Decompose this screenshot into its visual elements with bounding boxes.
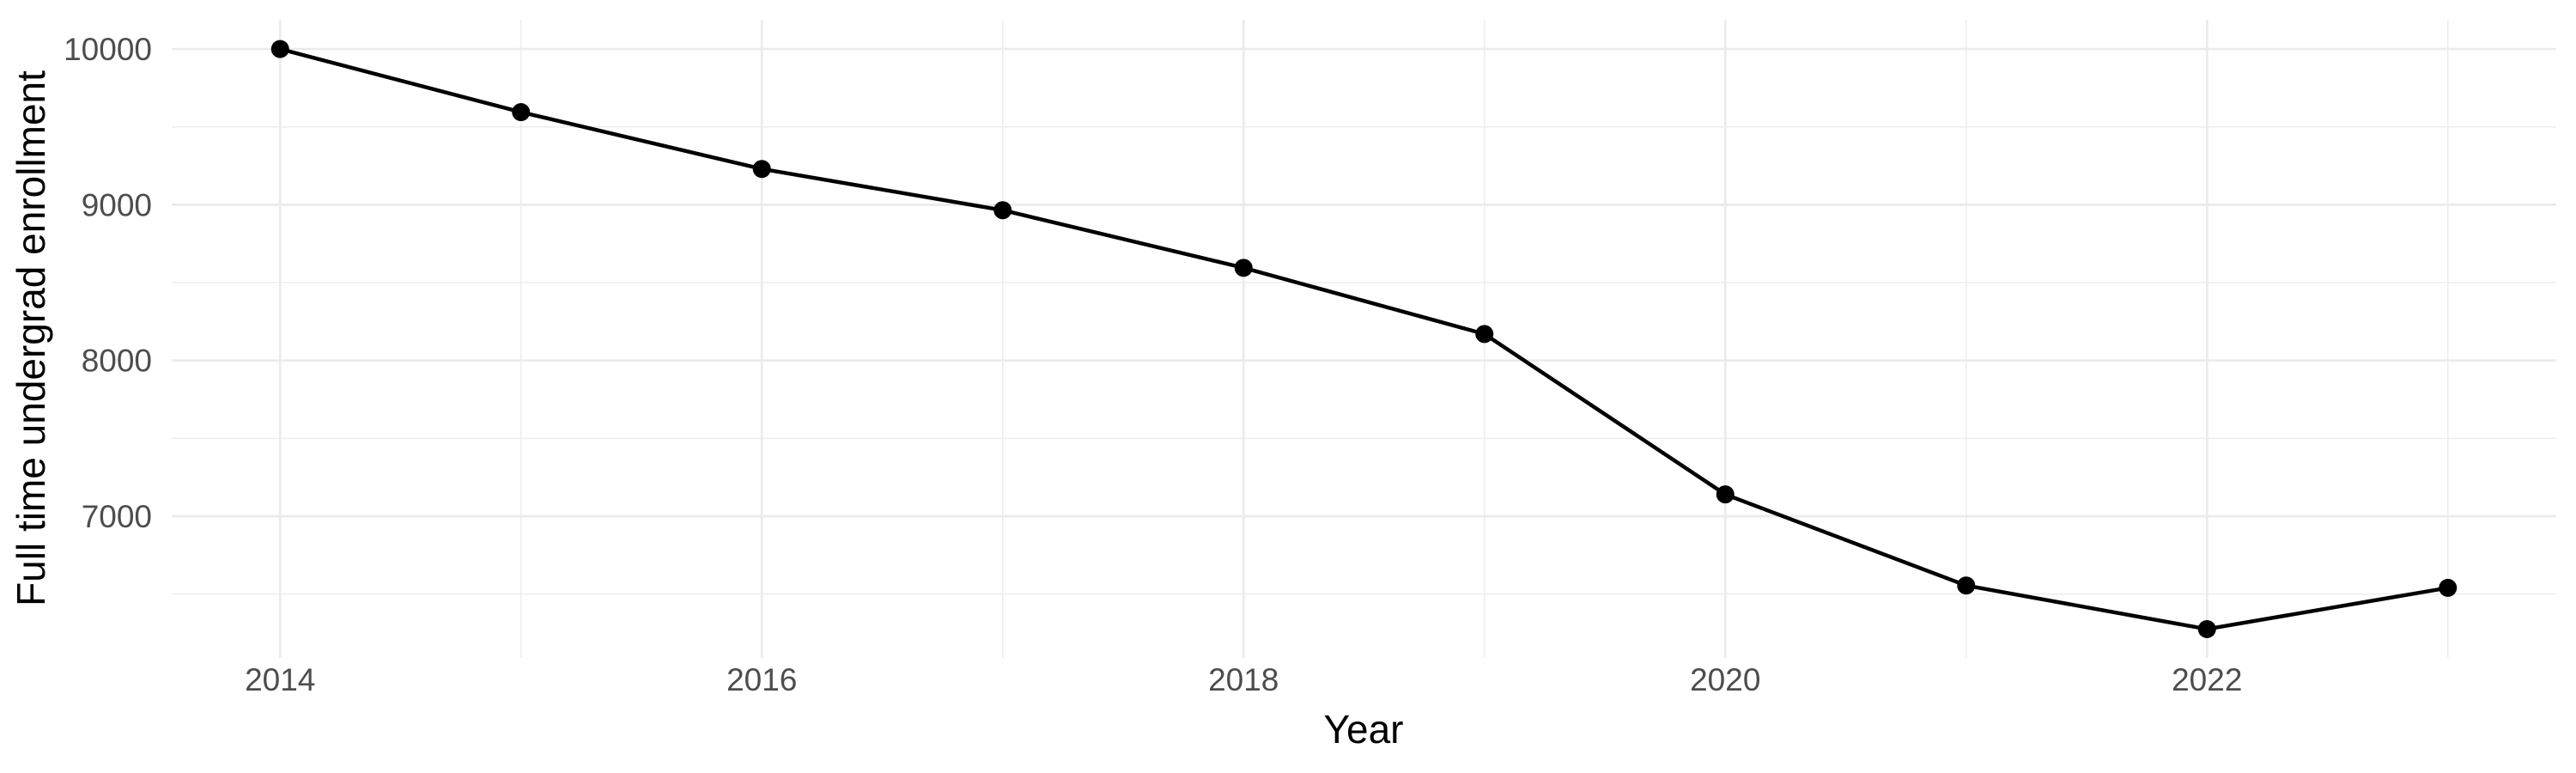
data-point — [2439, 578, 2458, 597]
x-tick-label: 2014 — [245, 662, 315, 697]
data-point — [1957, 576, 1976, 595]
x-axis-title: Year — [1323, 707, 1404, 752]
y-tick-labels: 7000 8000 9000 10000 — [64, 32, 152, 534]
major-gridlines — [172, 20, 2556, 658]
x-tick-labels: 2014 2016 2018 2020 2022 — [245, 662, 2242, 697]
x-tick-label: 2018 — [1208, 662, 1279, 697]
data-point — [2197, 619, 2216, 638]
data-point — [1234, 259, 1253, 277]
data-point — [1716, 485, 1735, 504]
y-tick-label: 7000 — [82, 499, 152, 534]
data-point — [993, 201, 1012, 220]
y-tick-label: 10000 — [64, 32, 152, 67]
y-tick-label: 9000 — [82, 187, 152, 222]
x-tick-label: 2022 — [2172, 662, 2242, 697]
y-axis-title: Full time undergrad enrollment — [9, 70, 53, 606]
data-point — [1475, 325, 1494, 344]
x-tick-label: 2020 — [1690, 662, 1760, 697]
data-point — [512, 103, 531, 122]
x-tick-label: 2016 — [726, 662, 797, 697]
data-series — [270, 40, 2458, 638]
minor-gridlines — [172, 20, 2556, 658]
enrollment-line — [279, 46, 2449, 631]
data-point — [270, 40, 289, 58]
data-point — [752, 160, 771, 179]
y-tick-label: 8000 — [82, 344, 152, 379]
